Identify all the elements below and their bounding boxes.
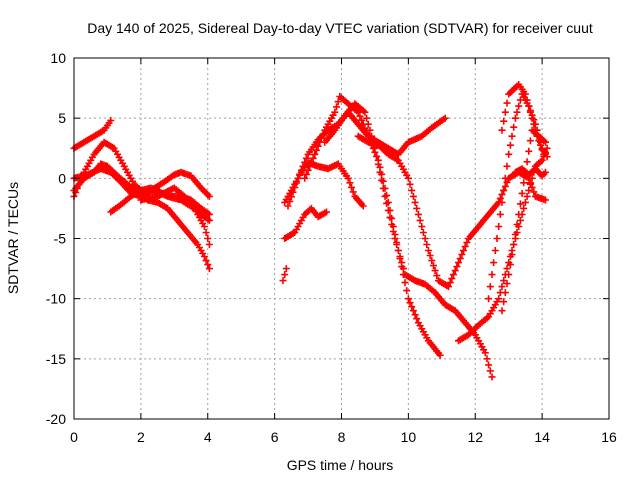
y-tick-label: 0 xyxy=(58,170,66,186)
series-markers xyxy=(70,165,213,200)
x-tick-label: 14 xyxy=(534,429,550,445)
series-markers xyxy=(137,184,213,224)
series-track-6 xyxy=(137,184,213,224)
series-track-4 xyxy=(70,165,213,200)
y-tick-label: 10 xyxy=(50,50,66,66)
x-tick-label: 4 xyxy=(204,429,212,445)
series-markers xyxy=(279,265,290,285)
y-axis: -20 -15 -10 -5 0 5 10 xyxy=(46,50,609,427)
series-track-14 xyxy=(455,144,551,345)
series-markers xyxy=(511,165,549,180)
chart-title: Day 140 of 2025, Sidereal Day-to-day VTE… xyxy=(87,20,593,36)
series-track-18 xyxy=(511,165,549,180)
series-markers xyxy=(281,204,330,242)
series-markers xyxy=(354,132,549,291)
x-axis: 0 2 4 6 8 10 12 14 16 xyxy=(70,58,617,445)
x-tick-label: 0 xyxy=(70,429,78,445)
x-axis-label: GPS time / hours xyxy=(287,457,394,473)
x-tick-label: 10 xyxy=(401,429,417,445)
y-tick-label: -20 xyxy=(46,411,66,427)
x-tick-label: 2 xyxy=(137,429,145,445)
series-track-17 xyxy=(498,81,548,158)
x-tick-label: 12 xyxy=(467,429,483,445)
series-markers xyxy=(455,144,551,345)
y-axis-label: SDTVAR / TECUs xyxy=(5,182,21,294)
series-track-7 xyxy=(279,265,290,285)
y-tick-label: -5 xyxy=(54,231,67,247)
y-tick-label: 5 xyxy=(58,110,66,126)
y-tick-label: -10 xyxy=(46,291,66,307)
x-tick-label: 6 xyxy=(271,429,279,445)
plot-area xyxy=(70,81,551,381)
x-tick-label: 8 xyxy=(338,429,346,445)
series-track-13 xyxy=(354,132,549,291)
series-track-8 xyxy=(281,204,330,242)
x-tick-label: 16 xyxy=(601,429,617,445)
series-markers xyxy=(498,81,548,158)
y-tick-label: -15 xyxy=(46,351,66,367)
